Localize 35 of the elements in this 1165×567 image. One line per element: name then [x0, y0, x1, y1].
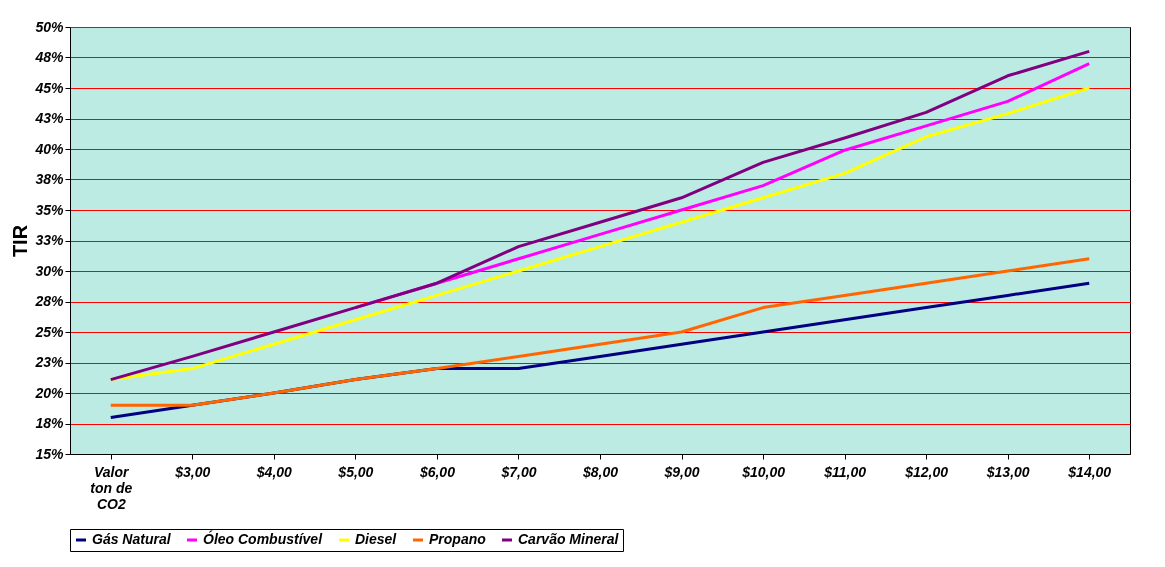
- y-tick-label: 20%: [34, 384, 65, 401]
- legend-label: Gás Natural: [92, 531, 172, 547]
- y-axis-title: TIR: [9, 224, 32, 258]
- x-tick-label: $12,00: [904, 463, 949, 480]
- line-series: [109, 257, 1091, 407]
- x-tick-label: $3,00: [174, 463, 211, 480]
- y-tick-label: 43%: [34, 110, 65, 126]
- x-tick-label: $9,00: [663, 463, 700, 480]
- legend-label: Diesel: [355, 531, 398, 547]
- x-tick-label: $10,00: [741, 463, 786, 480]
- x-tick-label: $8,00: [581, 463, 619, 480]
- y-tick-label: 18%: [35, 415, 65, 431]
- y-tick-label: 35%: [35, 201, 65, 218]
- y-tick-label: 50%: [35, 18, 65, 35]
- x-tick-label: $7,00: [500, 463, 537, 480]
- y-tick-label: 28%: [34, 293, 65, 309]
- y-tick-label: 15%: [35, 445, 65, 462]
- y-tick-label: 33%: [35, 232, 65, 248]
- x-tick-label: $6,00: [418, 463, 456, 480]
- y-tick-label: 40%: [34, 140, 65, 157]
- x-tick-label: $13,00: [985, 463, 1030, 480]
- x-tick-label: Valor ton de CO2: [90, 463, 133, 512]
- y-tick-label: 30%: [35, 262, 65, 279]
- x-tick-label: $4,00: [255, 463, 293, 480]
- x-tick-label: $14,00: [1067, 463, 1112, 480]
- y-tick-label: 38%: [35, 171, 65, 187]
- legend-label: Óleo Combustível: [203, 530, 324, 547]
- y-tick-label: 23%: [34, 354, 65, 370]
- y-tick-label: 25%: [34, 323, 65, 340]
- y-tick-label: 45%: [34, 79, 65, 96]
- x-tick-label: $5,00: [337, 463, 374, 480]
- x-tick-label: $11,00: [823, 463, 867, 480]
- legend-label: Carvão Mineral: [518, 531, 620, 547]
- legend-label: Propano: [429, 531, 487, 547]
- y-tick-label: 48%: [34, 49, 65, 65]
